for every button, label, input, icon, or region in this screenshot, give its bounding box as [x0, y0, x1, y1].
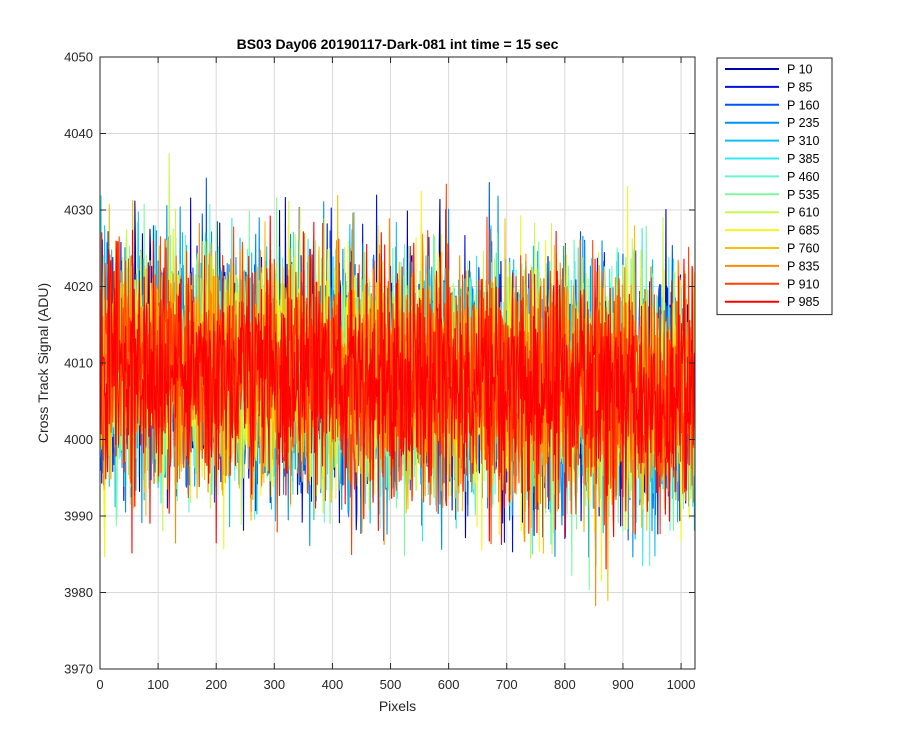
x-tick-label: 600 [438, 677, 460, 692]
legend-label: P 460 [787, 170, 819, 184]
legend-label: P 760 [787, 242, 819, 256]
y-tick-label: 4020 [64, 279, 93, 294]
y-tick-label: 4010 [64, 356, 93, 371]
x-tick-label: 1000 [667, 677, 696, 692]
x-tick-label: 900 [612, 677, 634, 692]
y-axis-label: Cross Track Signal (ADU) [35, 283, 51, 443]
legend-box [716, 57, 833, 316]
legend: P 10 P 85 P 160 P 235 P 310 P 385 P 460 P 535 P … [716, 57, 833, 316]
y-tick-label: 4030 [64, 203, 93, 218]
x-tick-label: 100 [147, 677, 169, 692]
y-tick-label: 3970 [64, 662, 93, 677]
y-tick-label: 3980 [64, 585, 93, 600]
x-axis-label: Pixels [379, 698, 416, 714]
legend-label: P 385 [787, 152, 819, 166]
legend-label: P 685 [787, 224, 819, 238]
legend-label: P 310 [787, 134, 819, 148]
series-layer [100, 153, 696, 607]
x-tick-label: 800 [554, 677, 576, 692]
legend-label: P 835 [787, 259, 819, 273]
x-tick-label: 500 [380, 677, 402, 692]
y-tick-label: 4050 [64, 50, 93, 65]
ticks: 0 100 200 300 400 500 600 700 800 900 1000 3970 3980… [64, 50, 695, 693]
x-tick-label: 300 [263, 677, 285, 692]
x-tick-label: 0 [96, 677, 103, 692]
legend-label: P 610 [787, 206, 819, 220]
chart-title: BS03 Day06 20190117-Dark-081 int time = … [237, 36, 559, 52]
legend-label: P 160 [787, 98, 819, 112]
x-tick-label: 200 [205, 677, 227, 692]
y-tick-label: 3990 [64, 509, 93, 524]
y-tick-label: 4000 [64, 432, 93, 447]
legend-label: P 535 [787, 188, 819, 202]
legend-label: P 985 [787, 295, 819, 309]
x-tick-label: 400 [322, 677, 344, 692]
y-tick-label: 4040 [64, 126, 93, 141]
legend-label: P 10 [787, 63, 813, 77]
legend-label: P 910 [787, 277, 819, 291]
series-line [100, 215, 696, 570]
legend-label: P 235 [787, 116, 819, 130]
legend-label: P 85 [787, 80, 813, 94]
x-tick-label: 700 [496, 677, 518, 692]
